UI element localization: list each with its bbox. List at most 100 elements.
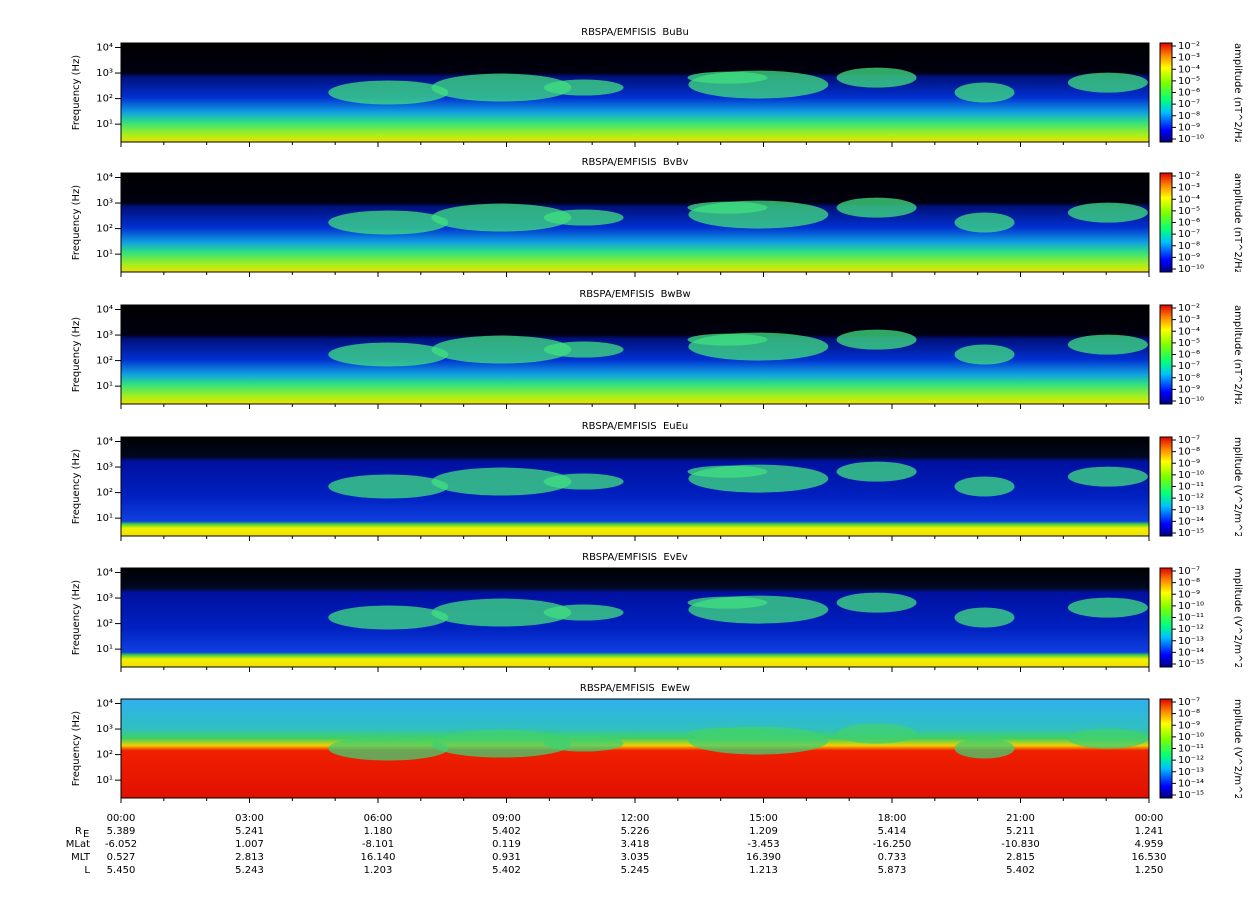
colorbar-tick-label: 10⁻¹⁰ (1178, 134, 1204, 145)
colorbar-tick-label: 10⁻⁹ (1178, 122, 1200, 133)
y-tick-label: 10⁴ (96, 698, 113, 709)
emission-band (328, 474, 449, 499)
colorbar-tick-label: 10⁻⁹ (1178, 589, 1200, 600)
colorbar-tick-label: 10⁻⁵ (1178, 206, 1200, 217)
emission-band (688, 70, 829, 99)
emission-band (328, 80, 449, 105)
emission-band (954, 212, 1015, 233)
y-tick-label: 10¹ (96, 513, 113, 524)
emission-band (688, 726, 829, 755)
x-tick-label: 09:00 (492, 813, 521, 824)
ephemeris-value: 3.035 (621, 852, 650, 863)
colorbar-tick-label: 10⁻² (1178, 303, 1200, 314)
y-tick-label: 10³ (96, 68, 113, 79)
ephemeris-value: 5.226 (621, 826, 650, 837)
colorbar-tick-label: 10⁻¹⁰ (1178, 601, 1204, 612)
ephemeris-value: -3.453 (747, 839, 779, 850)
emission-band (954, 476, 1015, 497)
panel-title: RBSPA/EMFISIS BvBv (582, 157, 689, 168)
ephemeris-value: 16.530 (1132, 852, 1167, 863)
emission-band (1067, 466, 1148, 487)
colorbar-label: mplitude (V^2/m^2/Hz (1232, 699, 1243, 816)
colorbar-tick-label: 10⁻⁷ (1178, 697, 1200, 708)
emission-band (688, 332, 829, 361)
colorbar-tick-label: 10⁻⁵ (1178, 338, 1200, 349)
y-tick-label: 10⁴ (96, 42, 113, 53)
colorbar-tick-label: 10⁻⁸ (1178, 111, 1200, 122)
colorbar (1159, 436, 1173, 537)
colorbar-label-group: mplitude (V^2/m^2/Hz (1232, 437, 1243, 536)
colorbar-tick-label: 10⁻³ (1178, 183, 1200, 194)
colorbar-tick-label: 10⁻⁷ (1178, 229, 1200, 240)
emission-band (836, 723, 917, 744)
ephemeris-value: 1.007 (235, 839, 264, 850)
emission-band (543, 341, 624, 358)
colorbar-tick-label: 10⁻⁹ (1178, 720, 1200, 731)
ephemeris-value: 5.873 (878, 865, 907, 876)
y-tick-label: 10² (96, 488, 113, 499)
y-tick-label: 10¹ (96, 381, 113, 392)
colorbar-tick-label: 10⁻¹³ (1178, 636, 1204, 647)
ephemeris-value: -10.830 (1001, 839, 1040, 850)
ephemeris-value: 16.140 (361, 852, 396, 863)
y-tick-label: 10⁴ (96, 172, 113, 183)
colorbar-tick-label: 10⁻⁸ (1178, 241, 1200, 252)
colorbar-tick-label: 10⁻⁷ (1178, 566, 1200, 577)
y-tick-label: 10³ (96, 593, 113, 604)
ephemeris-value: 1.213 (749, 865, 778, 876)
ephemeris-value: 5.450 (107, 865, 136, 876)
emission-band (836, 67, 917, 88)
colorbar-tick-label: 10⁻⁸ (1178, 373, 1200, 384)
emission-band (836, 461, 917, 482)
ephemeris-value: 5.414 (878, 826, 907, 837)
y-tick-label: 10¹ (96, 119, 113, 130)
ephemeris-value: 5.402 (492, 826, 521, 837)
y-tick-label: 10³ (96, 724, 113, 735)
emission-band (431, 73, 572, 102)
y-tick-label: 10² (96, 750, 113, 761)
panel-title: RBSPA/EMFISIS BwBw (579, 289, 690, 300)
ephemeris-value: 16.390 (746, 852, 781, 863)
colorbar-label-group: amplitude (nT^2/Hz) (1232, 43, 1243, 142)
ephemeris-row-label: R (75, 826, 82, 837)
ephemeris-value: 0.931 (492, 852, 521, 863)
emission-band (1067, 728, 1148, 749)
emission-band (954, 738, 1015, 759)
x-tick-label: 03:00 (235, 813, 264, 824)
colorbar-tick-label: 10⁻⁷ (1178, 361, 1200, 372)
ephemeris-value: 5.402 (492, 865, 521, 876)
ephemeris-row-subscript: E (83, 829, 89, 840)
colorbar-tick-label: 10⁻¹⁴ (1178, 516, 1204, 527)
colorbar-label: amplitude (nT^2/Hz) (1232, 305, 1243, 410)
colorbar-label-group: amplitude (nT^2/Hz) (1232, 305, 1243, 410)
x-tick-label: 00:00 (1135, 813, 1164, 824)
panel-title: RBSPA/EMFISIS EuEu (582, 421, 689, 432)
emission-band (1067, 597, 1148, 618)
colorbar-tick-label: 10⁻⁶ (1178, 218, 1200, 229)
ephemeris-row-label: MLT (71, 852, 91, 863)
emission-band (328, 210, 449, 235)
emission-band (543, 79, 624, 96)
colorbar (1159, 304, 1173, 405)
colorbar-tick-label: 10⁻⁷ (1178, 435, 1200, 446)
colorbar-tick-label: 10⁻¹³ (1178, 505, 1204, 516)
ephemeris-value: -16.250 (873, 839, 912, 850)
colorbar-tick-label: 10⁻⁸ (1178, 447, 1200, 458)
colorbar-tick-label: 10⁻⁴ (1178, 326, 1200, 337)
colorbar-tick-label: 10⁻¹² (1178, 755, 1204, 766)
emission-band (543, 604, 624, 621)
emission-band (543, 209, 624, 226)
colorbar (1159, 698, 1173, 799)
y-axis-label: Frequency (Hz) (71, 317, 82, 393)
emission-band (543, 735, 624, 752)
colorbar-tick-label: 10⁻¹¹ (1178, 613, 1204, 624)
emission-band (431, 598, 572, 627)
colorbar-tick-label: 10⁻³ (1178, 53, 1200, 64)
colorbar-tick-label: 10⁻¹⁵ (1178, 528, 1204, 539)
x-tick-label: 00:00 (107, 813, 136, 824)
colorbar-label: amplitude (nT^2/Hz) (1232, 173, 1243, 278)
colorbar-tick-label: 10⁻⁹ (1178, 384, 1200, 395)
x-tick-label: 06:00 (364, 813, 393, 824)
ephemeris-row-label: L (84, 865, 90, 876)
colorbar (1159, 567, 1173, 668)
